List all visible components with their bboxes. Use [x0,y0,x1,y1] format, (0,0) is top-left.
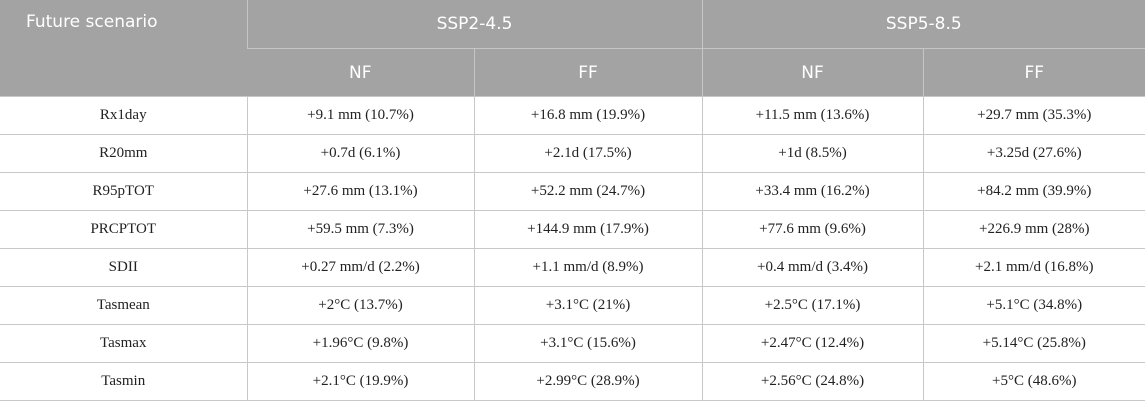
table-row: R95pTOT +27.6 mm (13.1%) +52.2 mm (24.7%… [0,172,1145,211]
header-row-periods: NF FF NF FF [0,48,1145,97]
table-cell: +2.5°C (17.1%) [701,286,924,325]
table-cell: +77.6 mm (9.6%) [701,210,924,249]
table-cell: +0.27 mm/d (2.2%) [246,248,474,287]
table-row: R20mm +0.7d (6.1%) +2.1d (17.5%) +1d (8.… [0,134,1145,173]
header-row-scenarios: Future scenario SSP2-4.5 SSP5-8.5 [0,0,1145,97]
table-cell: +2.1 mm/d (16.8%) [922,248,1145,287]
table-cell: +0.4 mm/d (3.4%) [701,248,924,287]
row-index-label: PRCPTOT [0,210,247,249]
row-index-label: Tasmean [0,286,247,325]
table-cell: +5°C (48.6%) [922,362,1145,401]
header-scenario-ssp245: SSP2-4.5 [246,0,703,49]
table-cell: +144.9 mm (17.9%) [473,210,703,249]
table-cell: +11.5 mm (13.6%) [701,96,924,135]
header-scenario-ssp585: SSP5-8.5 [701,0,1145,49]
table-row: PRCPTOT +59.5 mm (7.3%) +144.9 mm (17.9%… [0,210,1145,249]
table-cell: +226.9 mm (28%) [922,210,1145,249]
table-cell: +27.6 mm (13.1%) [246,172,474,211]
header-period-ff: FF [473,48,703,97]
table-cell: +2.1°C (19.9%) [246,362,474,401]
table-cell: +1.1 mm/d (8.9%) [473,248,703,287]
row-index-label: R20mm [0,134,247,173]
table-row: Rx1day +9.1 mm (10.7%) +16.8 mm (19.9%) … [0,96,1145,135]
table-cell: +59.5 mm (7.3%) [246,210,474,249]
row-index-label: SDII [0,248,247,287]
row-index-label: Tasmin [0,362,247,401]
table-cell: +2.1d (17.5%) [473,134,703,173]
row-index-label: R95pTOT [0,172,247,211]
table-cell: +5.1°C (34.8%) [922,286,1145,325]
table-cell: +2.47°C (12.4%) [701,324,924,363]
table-cell: +2.56°C (24.8%) [701,362,924,401]
table-row: Tasmin +2.1°C (19.9%) +2.99°C (28.9%) +2… [0,362,1145,401]
table-cell: +0.7d (6.1%) [246,134,474,173]
table-header: Future scenario SSP2-4.5 SSP5-8.5 NF FF … [0,0,1145,97]
header-period-nf: NF [247,48,474,97]
table-body: Rx1day +9.1 mm (10.7%) +16.8 mm (19.9%) … [0,96,1145,401]
header-period-nf: NF [701,48,924,97]
table-cell: +2°C (13.7%) [246,286,474,325]
table-cell: +2.99°C (28.9%) [473,362,703,401]
table-cell: +52.2 mm (24.7%) [473,172,703,211]
table-cell: +1.96°C (9.8%) [246,324,474,363]
table-row: Tasmean +2°C (13.7%) +3.1°C (21%) +2.5°C… [0,286,1145,325]
table-cell: +16.8 mm (19.9%) [473,96,703,135]
row-index-label: Tasmax [0,324,247,363]
header-future-scenario: Future scenario [0,0,247,97]
table-cell: +9.1 mm (10.7%) [246,96,474,135]
header-period-ff: FF [922,48,1145,97]
table-cell: +29.7 mm (35.3%) [922,96,1145,135]
row-index-label: Rx1day [0,96,247,135]
table-cell: +5.14°C (25.8%) [922,324,1145,363]
table-cell: +3.25d (27.6%) [922,134,1145,173]
table-row: SDII +0.27 mm/d (2.2%) +1.1 mm/d (8.9%) … [0,248,1145,287]
table-cell: +84.2 mm (39.9%) [922,172,1145,211]
table-cell: +3.1°C (21%) [473,286,703,325]
table-cell: +1d (8.5%) [701,134,924,173]
table-row: Tasmax +1.96°C (9.8%) +3.1°C (15.6%) +2.… [0,324,1145,363]
table-cell: +33.4 mm (16.2%) [701,172,924,211]
table-cell: +3.1°C (15.6%) [473,324,703,363]
